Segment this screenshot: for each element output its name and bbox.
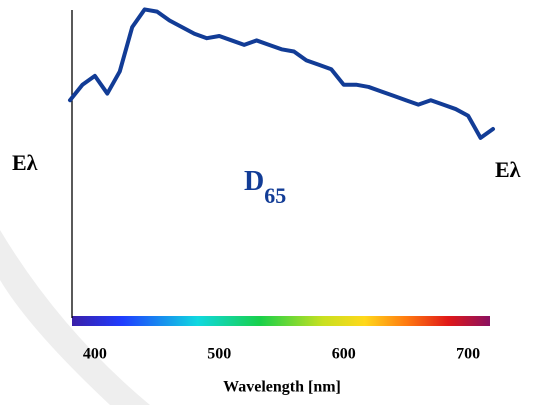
annotation-text: D xyxy=(244,166,264,197)
x-tick-label: 400 xyxy=(83,346,107,363)
x-tick-label: 600 xyxy=(332,346,356,363)
data-line xyxy=(68,7,495,140)
x-tick-label: 700 xyxy=(456,346,480,363)
x-tick-label: 500 xyxy=(207,346,231,363)
x-label: Wavelength [nm] xyxy=(223,379,341,396)
annotation-subscript: 65 xyxy=(264,183,286,208)
annotation: D65 xyxy=(244,166,286,208)
y-label: Eλ xyxy=(12,150,38,175)
background-swoosh xyxy=(0,230,150,405)
y2-label: Eλ xyxy=(495,157,521,182)
spectrum-bar xyxy=(72,316,490,326)
